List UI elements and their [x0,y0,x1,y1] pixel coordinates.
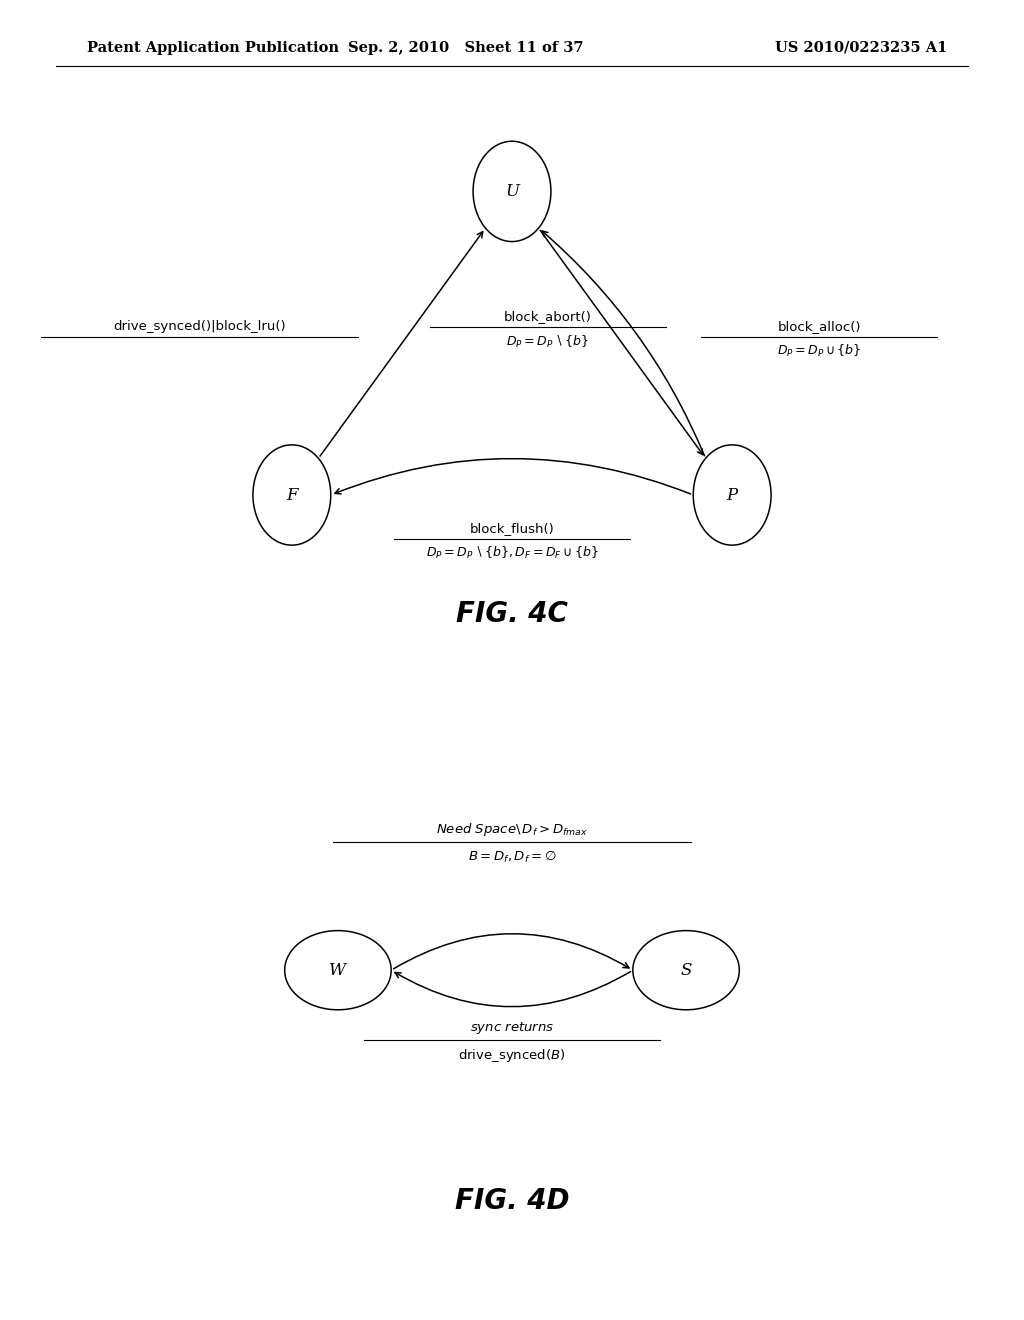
Text: drive_synced()|block_lru(): drive_synced()|block_lru() [114,319,286,333]
Text: FIG. 4D: FIG. 4D [455,1187,569,1216]
Text: block_alloc(): block_alloc() [777,319,861,333]
Text: US 2010/0223235 A1: US 2010/0223235 A1 [775,41,947,54]
Text: P: P [727,487,737,503]
Text: F: F [286,487,298,503]
Text: S: S [680,962,692,978]
Circle shape [693,445,771,545]
Text: Patent Application Publication: Patent Application Publication [87,41,339,54]
Text: block_abort(): block_abort() [504,310,592,323]
Text: $\mathit{D_P}=\mathit{D_P}\setminus\{b\}$: $\mathit{D_P}=\mathit{D_P}\setminus\{b\}… [506,334,590,350]
Text: $\mathit{B}=\mathit{D_f},\mathit{D_f}=\emptyset$: $\mathit{B}=\mathit{D_f},\mathit{D_f}=\e… [468,849,556,865]
Ellipse shape [285,931,391,1010]
Text: U: U [505,183,519,199]
Text: $\mathit{Need\ Space}\backslash\,\mathit{D_f}>\mathit{D_{fmax}}$: $\mathit{Need\ Space}\backslash\,\mathit… [436,821,588,838]
Ellipse shape [633,931,739,1010]
Text: W: W [330,962,346,978]
Circle shape [473,141,551,242]
Text: FIG. 4C: FIG. 4C [456,599,568,628]
Text: $\mathit{sync\ returns}$: $\mathit{sync\ returns}$ [470,1020,554,1036]
Text: $\mathit{D_P}=\mathit{D_P}\setminus\{b\},\mathit{D_F}=\mathit{D_F}\cup\{b\}$: $\mathit{D_P}=\mathit{D_P}\setminus\{b\}… [426,545,598,561]
Text: Sep. 2, 2010   Sheet 11 of 37: Sep. 2, 2010 Sheet 11 of 37 [348,41,584,54]
Circle shape [253,445,331,545]
Text: block_flush(): block_flush() [470,521,554,535]
Text: $\mathit{D_P}=\mathit{D_P}\cup\{b\}$: $\mathit{D_P}=\mathit{D_P}\cup\{b\}$ [777,343,861,359]
Text: drive_synced($\mathit{B}$): drive_synced($\mathit{B}$) [459,1047,565,1064]
